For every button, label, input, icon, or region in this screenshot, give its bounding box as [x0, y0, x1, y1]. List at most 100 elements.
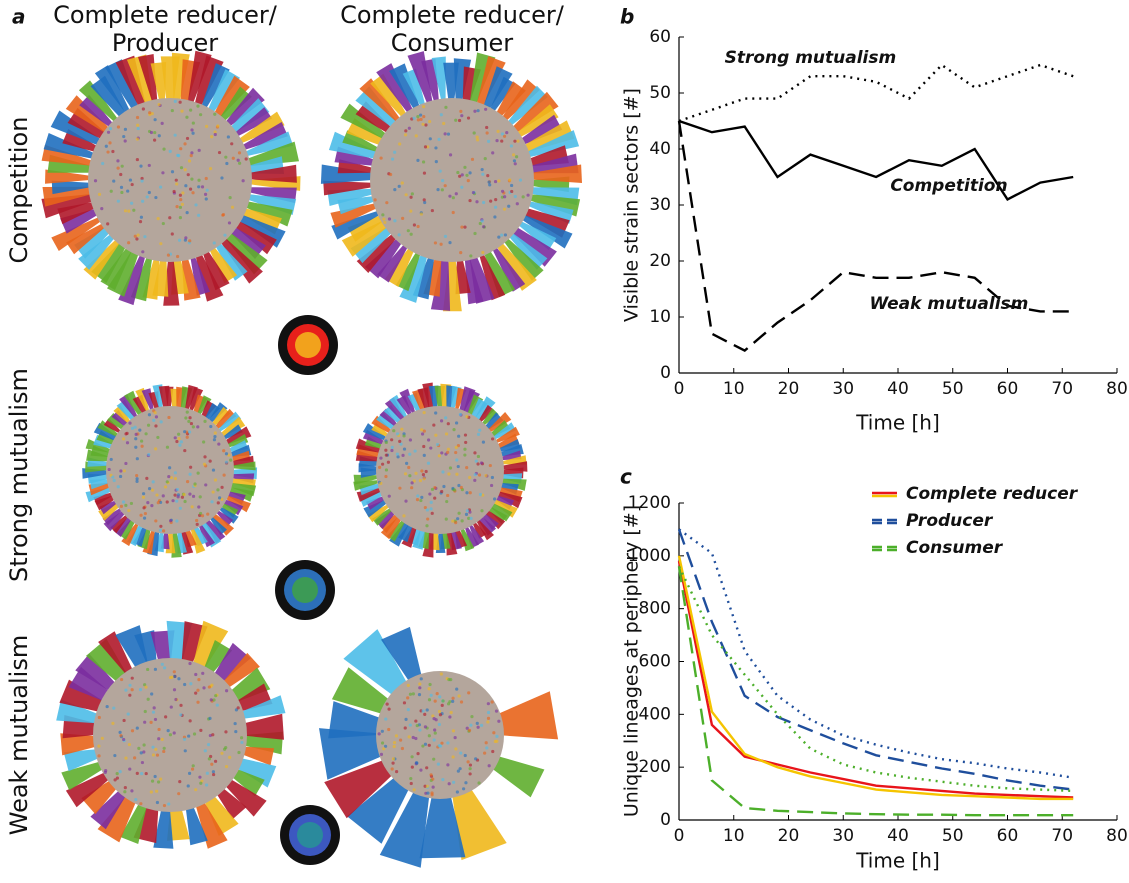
speckle	[183, 168, 187, 172]
speckle	[411, 692, 415, 696]
speckle	[239, 736, 244, 740]
speckle	[168, 216, 172, 220]
speckle	[513, 162, 517, 166]
speckle	[410, 481, 414, 485]
speckle	[209, 698, 213, 702]
colony-sector	[110, 514, 129, 534]
speckle	[401, 216, 405, 220]
colony-sector	[85, 439, 112, 453]
colony-sector	[197, 395, 212, 416]
x-tick-label: 60	[997, 379, 1019, 399]
colony-sector	[389, 394, 408, 419]
speckle	[154, 519, 158, 523]
speckle	[105, 704, 109, 709]
colony-sector	[223, 652, 260, 688]
speckle	[460, 114, 464, 118]
speckle	[451, 699, 455, 703]
speckle	[488, 183, 492, 187]
speckle	[119, 504, 124, 509]
colony-sector	[496, 242, 537, 291]
speckle	[205, 124, 209, 128]
speckle	[141, 250, 145, 254]
speckle	[428, 682, 432, 687]
colony-sector	[204, 795, 239, 836]
speckle	[481, 172, 485, 176]
speckle	[402, 434, 406, 438]
speckle	[373, 198, 377, 202]
colony-sector	[124, 390, 143, 417]
speckle	[475, 135, 479, 139]
speckle	[182, 493, 186, 497]
speckle	[486, 710, 491, 715]
speckle	[183, 448, 187, 453]
speckle	[380, 462, 385, 466]
speckle	[189, 154, 193, 158]
speckle	[149, 720, 153, 724]
legend-label: Complete reducer	[906, 484, 1079, 504]
speckle	[194, 691, 198, 695]
speckle	[213, 478, 218, 482]
speckle	[218, 496, 222, 500]
speckle	[100, 736, 104, 741]
speckle	[220, 751, 224, 755]
colony-sector	[230, 227, 266, 259]
colony-sector	[230, 98, 270, 133]
speckle	[419, 677, 423, 681]
speckle	[457, 434, 461, 438]
speckle	[124, 688, 128, 692]
speckle	[387, 727, 391, 732]
speckle	[185, 115, 189, 119]
speckle	[403, 726, 407, 730]
speckle	[128, 683, 132, 687]
speckle	[437, 137, 441, 142]
speckle	[157, 102, 161, 107]
speckle	[510, 183, 514, 188]
speckle	[420, 428, 424, 432]
speckle	[187, 159, 192, 163]
colony-sector	[61, 761, 104, 791]
speckle	[404, 499, 408, 503]
speckle	[108, 141, 112, 145]
y-axis-label: Visible strain sectors [#]	[621, 88, 643, 322]
speckle	[178, 216, 183, 220]
colony-core	[106, 406, 234, 534]
colony-sector	[193, 620, 229, 669]
colony-sector	[507, 85, 548, 126]
colony-sector	[209, 246, 238, 284]
speckle	[423, 742, 428, 746]
speckle	[484, 741, 488, 745]
speckle	[431, 777, 435, 781]
speckle	[182, 737, 187, 741]
speckle	[120, 677, 124, 682]
speckle	[448, 241, 452, 245]
speckle	[491, 749, 495, 754]
speckle	[440, 188, 444, 192]
speckle	[435, 442, 440, 447]
colony-sector	[363, 499, 388, 518]
speckle	[452, 428, 456, 432]
speckle	[465, 173, 469, 177]
speckle	[168, 733, 173, 737]
speckle	[487, 180, 491, 184]
speckle	[432, 423, 436, 427]
colony-sector	[230, 667, 271, 702]
speckle	[490, 475, 494, 480]
speckle	[97, 754, 101, 758]
speckle	[393, 188, 397, 192]
speckle	[468, 491, 472, 495]
colony-sector	[43, 133, 95, 159]
y-tick-label: 200	[639, 757, 671, 777]
series-line	[678, 63, 1074, 123]
speckle	[518, 178, 523, 182]
speckle	[216, 124, 220, 128]
speckle	[444, 105, 448, 109]
speckle	[177, 238, 182, 242]
speckle	[135, 457, 139, 461]
speckle	[120, 190, 124, 195]
colony-sector	[370, 73, 407, 118]
colony-sector	[501, 455, 527, 465]
colony-sector	[492, 756, 545, 798]
speckle	[118, 730, 122, 734]
speckle	[490, 700, 494, 704]
speckle	[400, 746, 405, 751]
